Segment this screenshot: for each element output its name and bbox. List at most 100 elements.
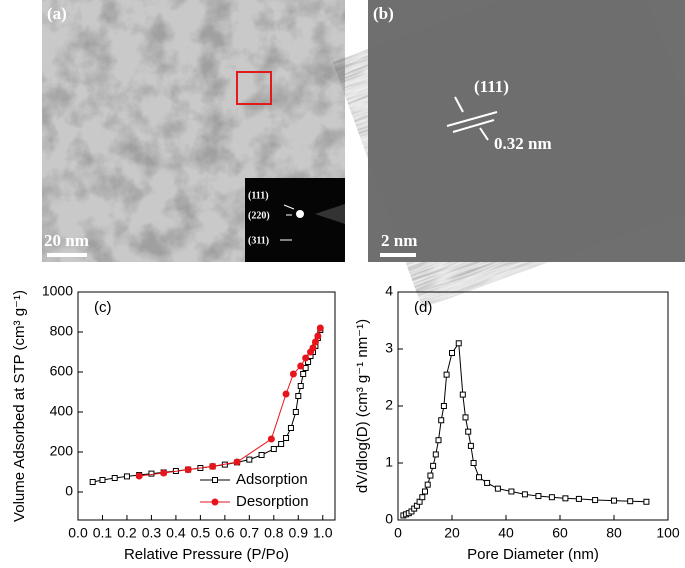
marker (467, 442, 474, 449)
x-tick-label: 100 (656, 525, 680, 541)
marker (494, 485, 501, 492)
marker (160, 469, 168, 477)
marker (135, 472, 143, 480)
chart: 0 20 40 60 80 100 0 1 2 3 4 Pore Diameter (nm) dV/dl… (354, 283, 680, 563)
marker (611, 497, 617, 504)
marker (316, 324, 324, 332)
series-line (92, 329, 321, 483)
marker (592, 497, 599, 504)
marker (148, 470, 155, 477)
legend-marker (211, 498, 219, 506)
series-line (403, 341, 647, 516)
y-tick-label: 0 (65, 483, 73, 499)
marker (297, 362, 305, 370)
x-tick-label: 80 (606, 525, 622, 541)
tem-image-b (332, 0, 685, 309)
chart: 0.0 0.1 0.2 0.3 0.4 0.5 0.6 0.7 0.8 0.9 1.0 0 200 400… (11, 283, 336, 563)
marker (267, 435, 275, 443)
y-axis-label: dV/dlog(D) (cm³ g⁻¹ nm⁻¹) (354, 319, 371, 493)
marker (314, 332, 322, 340)
x-tick-label: 0.5 (191, 525, 211, 541)
scale-bar-label: 20 nm (44, 231, 89, 250)
marker (435, 437, 442, 444)
x-tick-label: 0.1 (93, 525, 113, 541)
plane-label: (111) (474, 77, 509, 96)
x-tick-label: 1.0 (313, 525, 333, 541)
x-tick-label: 0.8 (264, 525, 284, 541)
marker (449, 349, 455, 356)
x-tick-label: 0 (394, 525, 402, 541)
marker (307, 348, 315, 356)
marker (427, 472, 434, 479)
y-tick-label: 0 (385, 511, 393, 527)
marker (459, 391, 466, 398)
marker (476, 474, 482, 481)
marker (422, 488, 428, 495)
y-tick-label: 600 (50, 363, 74, 379)
marker (430, 462, 437, 469)
marker (432, 451, 439, 458)
marker (627, 498, 634, 505)
marker (287, 425, 294, 431)
marker (270, 446, 277, 452)
marker (283, 435, 290, 441)
marker (548, 494, 555, 501)
y-tick-label: 3 (385, 340, 393, 356)
marker (258, 452, 265, 458)
marker (562, 495, 569, 502)
legend-marker (212, 477, 218, 483)
marker (246, 456, 253, 463)
inset-label: (220) (248, 210, 270, 221)
marker (440, 403, 447, 409)
panel-label: (d) (414, 299, 432, 316)
tem-image-a (42, 0, 345, 262)
x-tick-label: 0.7 (240, 525, 260, 541)
x-tick-label: 0.2 (117, 525, 137, 541)
marker (643, 498, 650, 505)
x-tick-label: 20 (444, 525, 460, 541)
inset-label: (311) (248, 235, 269, 246)
marker (233, 458, 241, 466)
marker (419, 494, 426, 501)
y-tick-label: 2 (385, 397, 393, 413)
marker (575, 495, 582, 502)
x-axis-label: Pore Diameter (nm) (467, 546, 599, 563)
legend-label: Desorption (236, 493, 309, 510)
marker (521, 491, 528, 498)
y-tick-label: 1000 (42, 283, 73, 299)
marker (297, 383, 304, 389)
marker (443, 371, 450, 378)
marker (292, 409, 299, 415)
panel-label: (c) (94, 299, 112, 316)
scale-bar-label: 2 nm (381, 231, 417, 250)
marker (282, 390, 290, 398)
plot-frame (77, 291, 336, 521)
marker (289, 370, 297, 378)
marker (278, 441, 285, 447)
x-tick-label: 0.3 (142, 525, 162, 541)
x-tick-label: 60 (552, 525, 568, 541)
marker (123, 473, 130, 480)
x-tick-label: 0.0 (68, 525, 88, 541)
marker (484, 479, 491, 486)
spacing-label: 0.32 nm (494, 134, 552, 153)
marker (209, 462, 217, 470)
y-axis-label: Volume Adsorbed at STP (cm³ g⁻¹) (11, 290, 28, 522)
marker (455, 340, 462, 347)
plot-frame (397, 291, 669, 521)
legend-label: Adsorption (236, 471, 308, 488)
marker (295, 393, 302, 399)
marker (470, 460, 477, 466)
series-line (139, 327, 321, 477)
marker (535, 493, 542, 500)
y-tick-label: 1 (385, 454, 393, 470)
y-tick-label: 400 (50, 403, 74, 419)
marker (508, 488, 515, 495)
marker (184, 466, 192, 474)
marker (99, 477, 106, 483)
y-tick-label: 4 (385, 283, 393, 299)
marker (462, 414, 469, 421)
panel-label: (b) (373, 4, 394, 23)
marker (311, 338, 319, 346)
